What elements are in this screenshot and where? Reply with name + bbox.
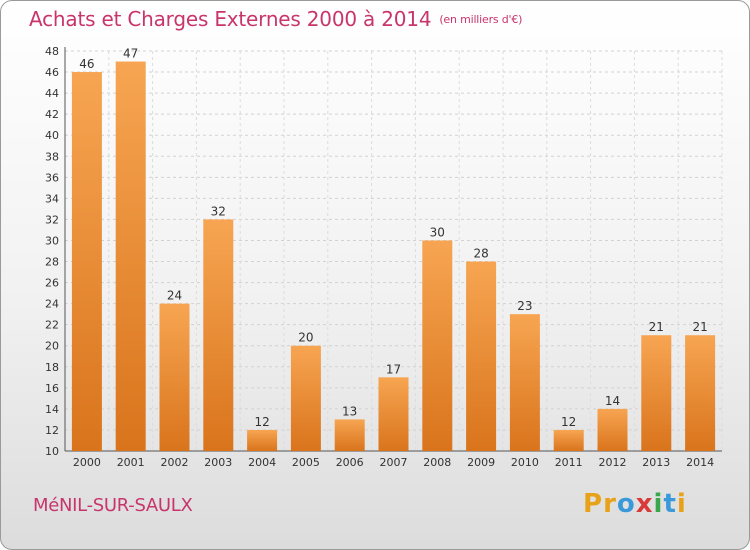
y-tick-label: 28 [45, 256, 59, 269]
y-tick-label: 42 [45, 108, 59, 121]
logo-letter: r [603, 489, 617, 519]
x-tick-label-2002: 2002 [161, 456, 189, 469]
y-tick-label: 38 [45, 150, 59, 163]
y-tick-label: 12 [45, 424, 59, 437]
x-tick-label-2005: 2005 [292, 456, 320, 469]
chart-subtitle: (en milliers d'€) [439, 13, 523, 26]
y-tick-label: 30 [45, 234, 59, 247]
bar-2005 [290, 345, 321, 451]
x-tick-label-2011: 2011 [555, 456, 583, 469]
bar-2008 [422, 240, 453, 451]
logo-letter: o [616, 489, 636, 519]
y-tick-label: 34 [45, 192, 59, 205]
data-label-2001: 47 [123, 47, 138, 61]
y-tick-label: 22 [45, 319, 59, 332]
y-tick-label: 18 [45, 361, 59, 374]
logo-letter: t [663, 489, 677, 519]
y-tick-label: 14 [45, 403, 59, 416]
x-tick-label-2008: 2008 [423, 456, 451, 469]
data-label-2000: 46 [79, 57, 94, 71]
y-tick-label: 48 [45, 45, 59, 58]
data-label-2006: 13 [342, 404, 357, 418]
bars [71, 61, 716, 452]
y-tick-label: 44 [45, 87, 59, 100]
bar-2000 [71, 72, 102, 451]
x-tick-label-2007: 2007 [380, 456, 408, 469]
x-tick-label-2003: 2003 [204, 456, 232, 469]
x-tick-label-2010: 2010 [511, 456, 539, 469]
y-tick-label: 20 [45, 340, 59, 353]
x-tick-label-2000: 2000 [73, 456, 101, 469]
data-label-2007: 17 [386, 362, 401, 376]
logo-letter: i [676, 489, 687, 519]
data-label-2003: 32 [211, 204, 226, 218]
y-tick-label: 26 [45, 277, 59, 290]
bar-2001 [115, 61, 146, 452]
logo-letter: P [583, 489, 604, 519]
x-tick-label-2009: 2009 [467, 456, 495, 469]
data-label-2013: 21 [649, 320, 664, 334]
x-tick-label-2014: 2014 [686, 456, 714, 469]
data-label-2002: 24 [167, 289, 182, 303]
y-tick-label: 10 [45, 445, 59, 458]
data-label-2009: 28 [473, 247, 488, 261]
bar-2011 [553, 429, 584, 451]
data-label-2008: 30 [430, 225, 445, 239]
x-tick-label-2012: 2012 [599, 456, 627, 469]
bar-2009 [466, 261, 497, 451]
bar-2004 [247, 429, 278, 451]
x-tick-label-2013: 2013 [642, 456, 670, 469]
data-label-2010: 23 [517, 299, 532, 313]
y-tick-label: 32 [45, 213, 59, 226]
bar-2014 [685, 335, 716, 451]
y-tick-label: 16 [45, 382, 59, 395]
chart-title: Achats et Charges Externes 2000 à 2014 (e… [29, 7, 522, 31]
x-tick-label-2006: 2006 [336, 456, 364, 469]
x-tick-label-2001: 2001 [117, 456, 145, 469]
bar-2002 [159, 303, 190, 451]
logo-letter: x [635, 489, 654, 519]
bar-2012 [597, 408, 628, 451]
y-tick-label: 36 [45, 171, 59, 184]
y-tick-label: 24 [45, 298, 59, 311]
commune-name: MéNIL-SUR-SAULX [33, 495, 193, 516]
chart-title-text: Achats et Charges Externes 2000 à 2014 [29, 7, 432, 31]
bar-2006 [334, 419, 365, 451]
labels: 10 12 14 16 18 20 22 24 26 28 30 32 34 36 38 40 42 44 46 48… [45, 45, 714, 469]
bar-2010 [509, 314, 540, 451]
bar-2013 [641, 335, 672, 451]
bar-2003 [203, 219, 234, 451]
y-tick-label: 46 [45, 66, 59, 79]
data-label-2004: 12 [254, 415, 269, 429]
logo-letter: i [653, 489, 664, 519]
data-label-2014: 21 [692, 320, 707, 334]
data-label-2012: 14 [605, 394, 620, 408]
data-label-2005: 20 [298, 331, 313, 345]
x-tick-label-2004: 2004 [248, 456, 276, 469]
y-tick-label: 40 [45, 129, 59, 142]
bar-2007 [378, 377, 409, 451]
data-label-2011: 12 [561, 415, 576, 429]
proxiti-logo: Proxiti [583, 489, 687, 519]
